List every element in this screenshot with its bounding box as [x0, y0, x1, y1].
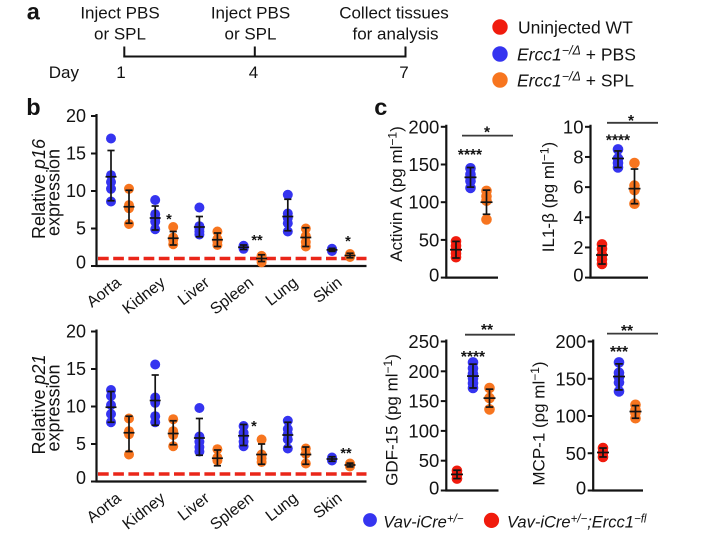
- svg-text:4: 4: [249, 63, 258, 82]
- svg-text:*: *: [345, 234, 351, 250]
- svg-text:Vav-iCre+/−;Ercc1−fl: Vav-iCre+/−;Ercc1−fl: [507, 514, 647, 532]
- svg-text:200: 200: [408, 361, 439, 382]
- svg-text:15: 15: [66, 359, 86, 379]
- svg-text:0: 0: [76, 468, 86, 488]
- svg-text:2: 2: [573, 237, 583, 258]
- svg-text:100: 100: [408, 192, 439, 213]
- svg-text:0: 0: [429, 265, 439, 286]
- svg-text:Inject PBS: Inject PBS: [80, 4, 159, 23]
- svg-text:50: 50: [419, 229, 440, 250]
- svg-text:10: 10: [66, 181, 86, 201]
- svg-text:or SPL: or SPL: [94, 25, 146, 44]
- svg-text:Relative p21: Relative p21: [29, 354, 49, 454]
- svg-text:**: **: [481, 322, 494, 339]
- svg-text:Day: Day: [49, 63, 80, 82]
- svg-text:b: b: [26, 94, 40, 120]
- svg-text:7: 7: [399, 63, 408, 82]
- svg-text:20: 20: [66, 106, 86, 126]
- svg-text:5: 5: [76, 219, 86, 239]
- svg-text:***: ***: [610, 344, 629, 361]
- svg-text:0: 0: [429, 478, 439, 499]
- svg-text:****: ****: [458, 147, 483, 164]
- svg-text:**: **: [340, 446, 352, 462]
- svg-text:**: **: [251, 233, 263, 249]
- svg-text:150: 150: [555, 368, 586, 389]
- svg-text:Inject PBS: Inject PBS: [211, 4, 290, 23]
- svg-text:*: *: [166, 212, 172, 228]
- svg-text:Ercc1−/Δ + SPL: Ercc1−/Δ + SPL: [517, 69, 634, 90]
- svg-text:50: 50: [419, 450, 440, 471]
- svg-text:0: 0: [576, 478, 586, 499]
- svg-text:*: *: [628, 113, 635, 130]
- svg-text:Relative p16: Relative p16: [29, 138, 49, 239]
- svg-text:5: 5: [76, 434, 86, 454]
- svg-text:150: 150: [408, 391, 439, 412]
- svg-text:6: 6: [573, 177, 583, 198]
- svg-text:250: 250: [408, 331, 439, 352]
- svg-text:*: *: [251, 419, 257, 435]
- svg-text:Collect tissues: Collect tissues: [339, 4, 449, 23]
- svg-text:GDF-15 (pg ml−1): GDF-15 (pg ml−1): [381, 354, 402, 486]
- svg-text:0: 0: [76, 253, 86, 273]
- svg-text:expression: expression: [44, 364, 64, 451]
- svg-text:50: 50: [566, 443, 587, 464]
- svg-text:100: 100: [555, 406, 586, 427]
- svg-text:or SPL: or SPL: [225, 25, 277, 44]
- svg-text:MCP-1 (pg ml−1): MCP-1 (pg ml−1): [528, 361, 549, 485]
- svg-text:Uninjected WT: Uninjected WT: [518, 17, 633, 37]
- svg-text:for analysis: for analysis: [353, 25, 439, 44]
- svg-text:10: 10: [563, 116, 584, 137]
- svg-text:expression: expression: [44, 149, 64, 236]
- svg-text:10: 10: [66, 397, 86, 417]
- svg-text:1: 1: [116, 63, 125, 82]
- svg-text:8: 8: [573, 146, 583, 167]
- svg-text:4: 4: [573, 207, 583, 228]
- svg-text:IL1-β (pg ml−1): IL1-β (pg ml−1): [538, 142, 559, 252]
- svg-text:****: ****: [461, 349, 486, 366]
- svg-text:200: 200: [408, 116, 439, 137]
- svg-text:150: 150: [408, 154, 439, 175]
- svg-text:200: 200: [555, 331, 586, 352]
- svg-text:100: 100: [408, 420, 439, 441]
- svg-text:20: 20: [66, 322, 86, 342]
- svg-text:c: c: [374, 94, 387, 120]
- svg-text:*: *: [484, 125, 491, 142]
- svg-text:a: a: [27, 0, 41, 24]
- svg-text:**: **: [621, 323, 634, 340]
- svg-text:Ercc1−/Δ + PBS: Ercc1−/Δ + PBS: [517, 43, 636, 64]
- svg-text:15: 15: [66, 144, 86, 164]
- svg-text:Activin A (pg ml−1): Activin A (pg ml−1): [386, 126, 407, 262]
- svg-text:0: 0: [573, 265, 583, 286]
- svg-text:****: ****: [606, 133, 631, 150]
- svg-text:Vav-iCre+/−: Vav-iCre+/−: [383, 514, 463, 532]
